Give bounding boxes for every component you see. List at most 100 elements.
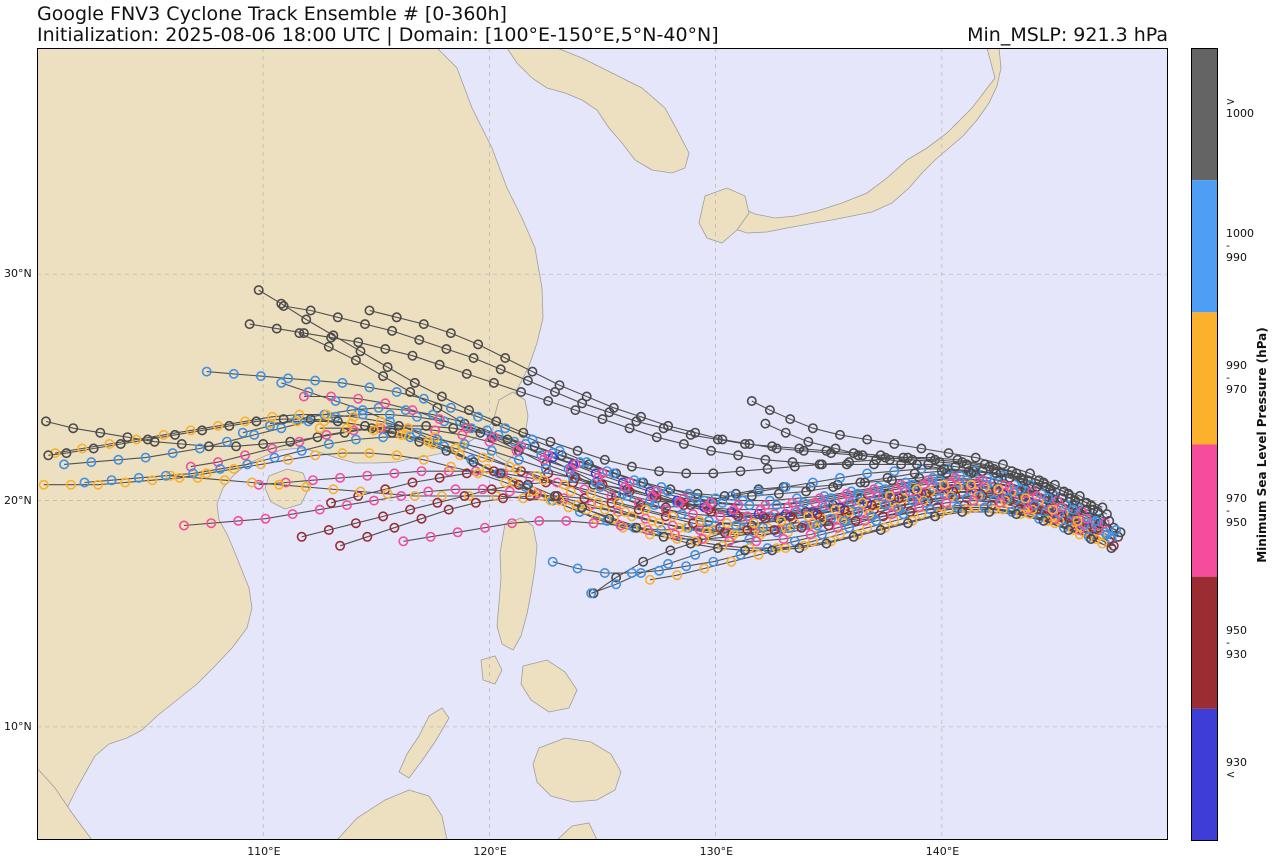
track-point [726,556,737,567]
track-point [604,513,615,524]
lon-tick-label: 130°E [699,845,734,858]
track-point [943,463,954,474]
track-point [581,457,592,468]
track-point [398,536,409,547]
track-point [871,515,882,526]
track-point [862,497,873,508]
track-point [758,522,769,533]
track-point [283,373,294,384]
track-point [633,504,644,515]
track-point [364,382,375,393]
track-point [518,493,529,504]
track-point [651,432,662,443]
track-point [568,477,579,488]
track-point [443,504,454,515]
track-point [206,518,217,529]
track-point [296,445,307,456]
colorbar-bin [1191,48,1218,181]
track-point [597,414,608,425]
track-point [457,429,468,440]
track-point [418,393,429,404]
track-point [402,423,413,434]
track-point [373,402,384,413]
track-line [55,414,1085,536]
track-point [814,493,825,504]
track-point [1049,513,1060,524]
track-point [862,468,873,479]
track-point [685,538,696,549]
colorbar-bin-label: 990 - 970 [1226,359,1247,397]
track-point [787,457,798,468]
track-point [407,405,418,416]
track-point [495,468,506,479]
track-point [828,481,839,492]
track-point [622,490,633,501]
track-point [690,549,701,560]
track-point [278,301,289,312]
track-point [626,567,637,578]
track-point [1002,493,1013,504]
track-point [59,459,70,470]
track-point [991,468,1002,479]
track-point [631,522,642,533]
track-point [255,371,266,382]
track-point [923,475,934,486]
track-point [491,490,502,501]
track-point [979,481,990,492]
track-point [346,405,357,416]
track-point [939,479,950,490]
track-point [708,556,719,567]
track-point [350,355,361,366]
track-point [122,432,133,443]
track-point [905,486,916,497]
track-point [516,441,527,452]
track-point [463,405,474,416]
track-point [778,533,789,544]
track-point [608,513,619,524]
track-point [615,520,626,531]
track-point [461,368,472,379]
track-point [500,423,511,434]
track-point [513,454,524,465]
track-point [726,506,737,517]
track-point [303,416,314,427]
track-point [488,466,499,477]
track-point [473,468,484,479]
track-point [638,556,649,567]
track-point [936,481,947,492]
visayas-islands [520,659,578,713]
track-point [1031,490,1042,501]
track-point [581,391,592,402]
track-point [674,522,685,533]
track-point [975,490,986,501]
track-point [570,459,581,470]
track-point [995,497,1006,508]
track-point [497,493,508,504]
track-point [1015,484,1026,495]
track-point [950,472,961,483]
track-point [916,509,927,520]
track-point [452,527,463,538]
track-point [457,441,468,452]
track-point [547,556,558,567]
track-point [323,438,334,449]
track-point [1083,531,1094,542]
track-point [1074,490,1085,501]
track-point [448,423,459,434]
track-point [1111,524,1122,535]
track-point [884,454,895,465]
track-point [86,457,97,468]
track-point [968,495,979,506]
track-point [660,511,671,522]
track-point [416,513,427,524]
track-point [760,513,771,524]
track-point [332,312,343,323]
track-point [176,438,187,449]
track-point [832,522,843,533]
colorbar-bin [1191,312,1218,445]
track-point [730,520,741,531]
track-point [77,443,88,454]
track-point [739,438,750,449]
colorbar-bin [1191,576,1218,709]
track-point [984,506,995,517]
